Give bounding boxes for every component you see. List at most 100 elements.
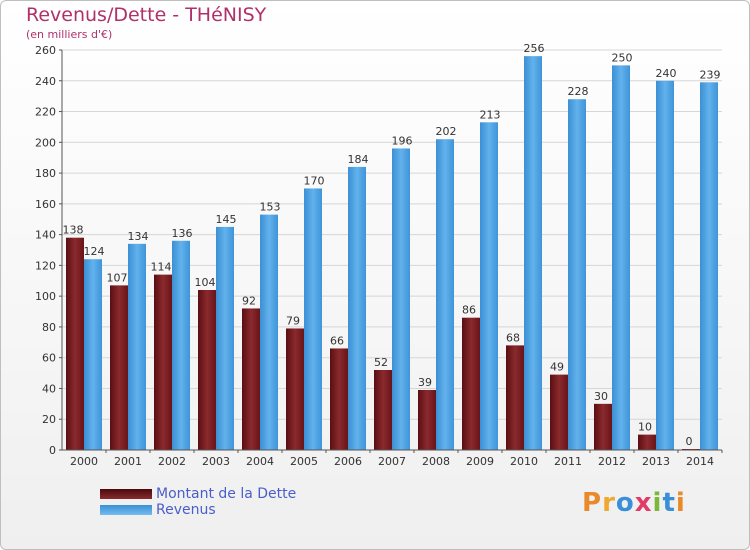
data-label-dette: 86 (462, 304, 476, 317)
logo-letter: o (615, 488, 635, 518)
logo-letter: i (675, 488, 686, 518)
legend-swatch-revenus (100, 505, 152, 515)
data-label-revenus: 228 (568, 85, 589, 98)
x-tick-label: 2001 (114, 455, 142, 468)
y-tick-label: 240 (35, 75, 56, 88)
bar-revenus (260, 214, 278, 450)
x-tick-label: 2011 (554, 455, 582, 468)
bar-revenus (524, 56, 542, 451)
x-tick-label: 2009 (466, 455, 494, 468)
data-label-dette: 39 (418, 376, 432, 389)
data-label-dette: 10 (638, 421, 652, 434)
legend-label-dette: Montant de la Dette (156, 486, 297, 502)
bar-dette (462, 317, 480, 450)
bar-dette (286, 328, 304, 450)
y-tick-label: 260 (35, 44, 56, 57)
data-label-revenus: 145 (216, 213, 237, 226)
y-tick-label: 40 (42, 382, 56, 395)
bar-dette (198, 290, 216, 450)
bar-dette (374, 370, 392, 450)
bar-dette (330, 348, 348, 450)
y-tick-label: 220 (35, 106, 56, 119)
y-tick-label: 80 (42, 321, 56, 334)
y-tick-label: 200 (35, 136, 56, 149)
bar-dette (418, 390, 436, 450)
bar-revenus (568, 99, 586, 450)
data-label-revenus: 239 (700, 68, 721, 81)
bar-revenus (128, 243, 146, 450)
bar-dette (154, 274, 172, 450)
x-tick-label: 2010 (510, 455, 538, 468)
x-tick-label: 2002 (158, 455, 186, 468)
x-tick-label: 2000 (70, 455, 98, 468)
bar-revenus (436, 139, 454, 450)
chart-subtitle: (en milliers d'€) (26, 28, 113, 41)
legend-swatch-dette (100, 489, 152, 499)
data-label-revenus: 250 (612, 51, 633, 64)
data-label-dette: 104 (195, 276, 216, 289)
data-label-revenus: 124 (84, 245, 105, 258)
data-label-revenus: 153 (260, 201, 281, 214)
bar-revenus (656, 80, 674, 451)
y-tick-label: 100 (35, 290, 56, 303)
x-tick-label: 2004 (246, 455, 274, 468)
y-tick-label: 60 (42, 352, 56, 365)
y-tick-label: 160 (35, 198, 56, 211)
bar-dette (638, 434, 656, 450)
bar-dette (506, 345, 524, 450)
data-label-dette: 92 (242, 294, 256, 307)
legend-label-revenus: Revenus (156, 502, 216, 518)
bar-revenus (304, 188, 322, 450)
data-label-dette: 107 (107, 271, 128, 284)
bar-revenus (348, 166, 366, 450)
bar-revenus (172, 240, 190, 450)
bar-dette (242, 308, 260, 450)
data-label-dette: 138 (63, 224, 84, 237)
data-label-revenus: 196 (392, 134, 413, 147)
data-label-revenus: 213 (480, 108, 501, 121)
data-label-dette: 114 (151, 261, 172, 274)
data-label-revenus: 170 (304, 174, 325, 187)
logo-letter: x (634, 488, 653, 518)
x-tick-label: 2014 (686, 455, 714, 468)
x-tick-label: 2006 (334, 455, 362, 468)
bar-revenus (700, 82, 718, 451)
y-tick-label: 0 (49, 444, 56, 457)
x-tick-label: 2005 (290, 455, 318, 468)
data-label-revenus: 136 (172, 227, 193, 240)
bar-dette (594, 403, 612, 450)
logo-letter: P (582, 488, 603, 518)
data-label-dette: 79 (286, 314, 300, 327)
y-tick-label: 20 (42, 413, 56, 426)
x-tick-label: 2008 (422, 455, 450, 468)
logo-letter: i (652, 488, 663, 518)
proxiti-logo: Proxiti (582, 488, 686, 518)
x-tick-label: 2007 (378, 455, 406, 468)
y-tick-label: 120 (35, 259, 56, 272)
data-label-dette: 49 (550, 361, 564, 374)
x-tick-label: 2013 (642, 455, 670, 468)
chart-title: Revenus/Dette - THéNISY (26, 4, 267, 26)
logo-letter: t (662, 488, 676, 518)
y-tick-label: 180 (35, 167, 56, 180)
data-label-revenus: 184 (348, 153, 369, 166)
data-label-revenus: 202 (436, 125, 457, 138)
data-label-revenus: 240 (656, 67, 677, 80)
data-label-revenus: 256 (524, 42, 545, 55)
data-label-revenus: 134 (128, 230, 149, 243)
bar-dette (66, 237, 84, 450)
data-label-dette: 0 (686, 435, 693, 448)
bar-dette (110, 285, 128, 450)
bar-revenus (216, 226, 234, 450)
data-label-dette: 52 (374, 356, 388, 369)
y-tick-label: 140 (35, 229, 56, 242)
data-label-dette: 68 (506, 331, 520, 344)
bar-revenus (612, 65, 630, 450)
logo-letter: r (602, 488, 616, 518)
bar-dette (550, 374, 568, 450)
bar-revenus (84, 259, 102, 450)
x-tick-label: 2012 (598, 455, 626, 468)
data-label-dette: 30 (594, 390, 608, 403)
x-tick-label: 2003 (202, 455, 230, 468)
